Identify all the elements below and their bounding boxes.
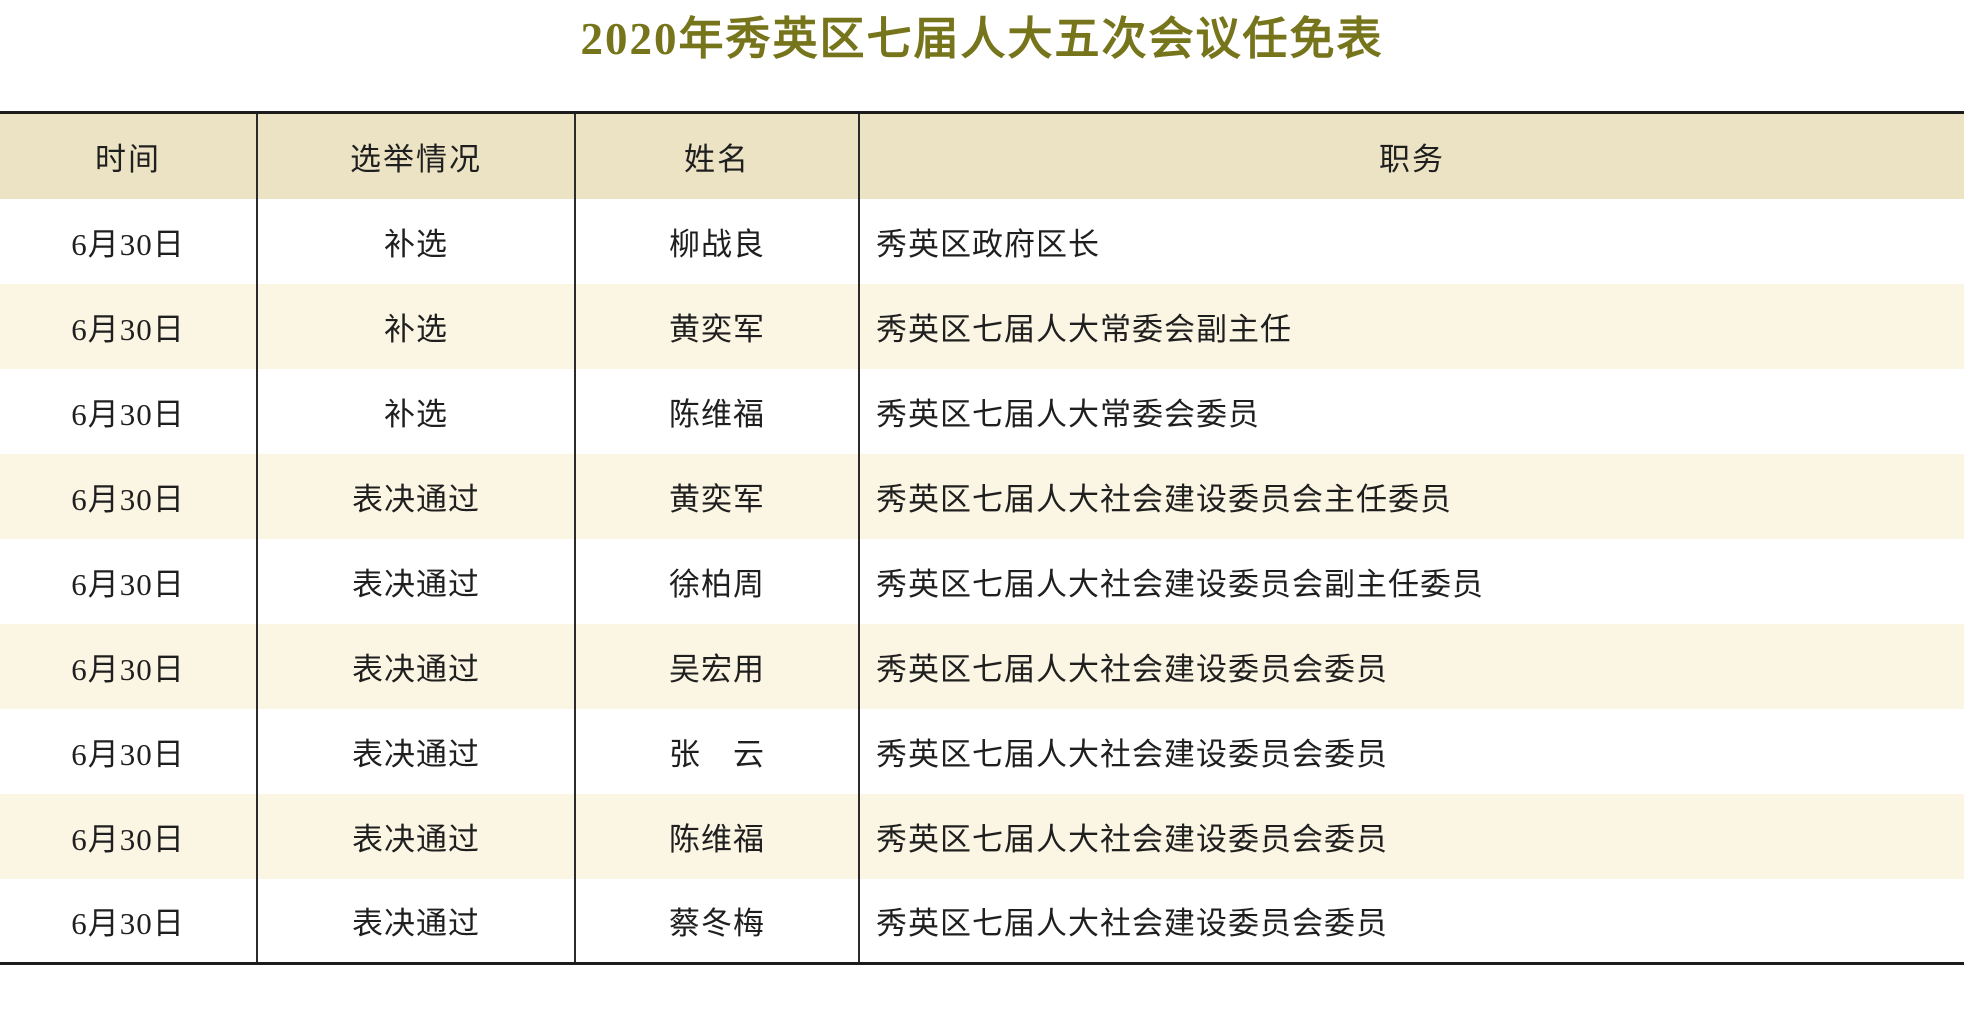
cell-time: 6月30日 bbox=[0, 368, 258, 454]
table-row: 6月30日 表决通过 吴宏用 秀英区七届人大社会建设委员会委员 bbox=[0, 623, 1964, 709]
table-header: 时间 选举情况 姓名 职务 bbox=[0, 112, 1964, 199]
cell-time: 6月30日 bbox=[0, 623, 258, 709]
page-title: 2020年秀英区七届人大五次会议任免表 bbox=[580, 14, 1384, 64]
cell-name: 徐柏周 bbox=[575, 538, 860, 624]
cell-time: 6月30日 bbox=[0, 708, 258, 794]
table-row: 6月30日 表决通过 蔡冬梅 秀英区七届人大社会建设委员会委员 bbox=[0, 878, 1964, 964]
cell-position: 秀英区七届人大常委会委员 bbox=[859, 368, 1964, 454]
cell-election: 补选 bbox=[257, 368, 576, 454]
cell-time: 6月30日 bbox=[0, 283, 258, 369]
cell-election: 补选 bbox=[257, 283, 576, 369]
cell-position: 秀英区七届人大社会建设委员会委员 bbox=[859, 708, 1964, 794]
table-row: 6月30日 补选 柳战良 秀英区政府区长 bbox=[0, 198, 1964, 284]
cell-name: 蔡冬梅 bbox=[575, 878, 860, 964]
cell-position: 秀英区七届人大社会建设委员会委员 bbox=[859, 793, 1964, 879]
table-row: 6月30日 补选 陈维福 秀英区七届人大常委会委员 bbox=[0, 368, 1964, 454]
appointment-table: 时间 选举情况 姓名 职务 6月30日 补选 柳战良 秀英区政府区长 6月30日… bbox=[0, 111, 1964, 965]
table-row: 6月30日 表决通过 黄奕军 秀英区七届人大社会建设委员会主任委员 bbox=[0, 453, 1964, 539]
table-row: 6月30日 表决通过 陈维福 秀英区七届人大社会建设委员会委员 bbox=[0, 793, 1964, 879]
cell-time: 6月30日 bbox=[0, 793, 258, 879]
cell-position: 秀英区七届人大社会建设委员会副主任委员 bbox=[859, 538, 1964, 624]
cell-election: 表决通过 bbox=[257, 793, 576, 879]
cell-name: 黄奕军 bbox=[575, 453, 860, 539]
cell-time: 6月30日 bbox=[0, 538, 258, 624]
header-cell-election: 选举情况 bbox=[257, 112, 576, 199]
cell-name: 黄奕军 bbox=[575, 283, 860, 369]
cell-name: 吴宏用 bbox=[575, 623, 860, 709]
cell-position: 秀英区政府区长 bbox=[859, 198, 1964, 284]
cell-name: 张 云 bbox=[575, 708, 860, 794]
cell-election: 表决通过 bbox=[257, 453, 576, 539]
cell-name: 陈维福 bbox=[575, 368, 860, 454]
cell-position: 秀英区七届人大社会建设委员会委员 bbox=[859, 623, 1964, 709]
cell-position: 秀英区七届人大常委会副主任 bbox=[859, 283, 1964, 369]
header-cell-name: 姓名 bbox=[575, 112, 860, 199]
cell-election: 表决通过 bbox=[257, 708, 576, 794]
cell-time: 6月30日 bbox=[0, 453, 258, 539]
table-row: 6月30日 补选 黄奕军 秀英区七届人大常委会副主任 bbox=[0, 283, 1964, 369]
table-body: 6月30日 补选 柳战良 秀英区政府区长 6月30日 补选 黄奕军 秀英区七届人… bbox=[0, 198, 1964, 964]
cell-time: 6月30日 bbox=[0, 878, 258, 964]
cell-position: 秀英区七届人大社会建设委员会主任委员 bbox=[859, 453, 1964, 539]
cell-position: 秀英区七届人大社会建设委员会委员 bbox=[859, 878, 1964, 964]
cell-name: 柳战良 bbox=[575, 198, 860, 284]
cell-election: 表决通过 bbox=[257, 878, 576, 964]
table-row: 6月30日 表决通过 徐柏周 秀英区七届人大社会建设委员会副主任委员 bbox=[0, 538, 1964, 624]
header-cell-time: 时间 bbox=[0, 112, 258, 199]
cell-election: 表决通过 bbox=[257, 538, 576, 624]
header-cell-position: 职务 bbox=[859, 112, 1964, 199]
table-row: 6月30日 表决通过 张 云 秀英区七届人大社会建设委员会委员 bbox=[0, 708, 1964, 794]
cell-election: 补选 bbox=[257, 198, 576, 284]
header-row: 时间 选举情况 姓名 职务 bbox=[0, 112, 1964, 199]
cell-time: 6月30日 bbox=[0, 198, 258, 284]
cell-election: 表决通过 bbox=[257, 623, 576, 709]
cell-name: 陈维福 bbox=[575, 793, 860, 879]
